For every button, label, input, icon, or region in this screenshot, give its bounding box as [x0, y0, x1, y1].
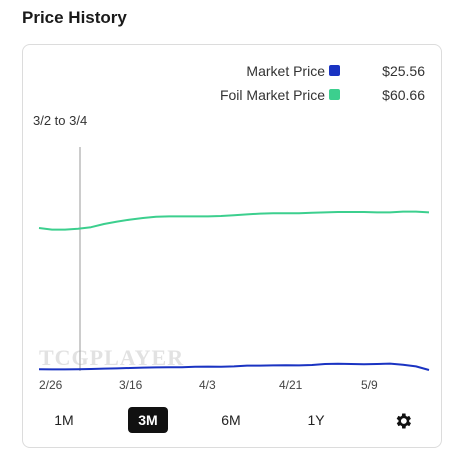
- x-tick-label: 2/26: [39, 378, 63, 392]
- x-tick-label: 4/3: [199, 378, 216, 392]
- x-tick-label: 4/21: [279, 378, 303, 392]
- price-history-card: Market Price $25.56 Foil Market Price $6…: [22, 44, 442, 448]
- x-tick-label: 3/16: [119, 378, 143, 392]
- timeframe-3m-button[interactable]: 3M: [128, 407, 168, 433]
- timeframe-6m-button[interactable]: 6M: [221, 412, 241, 428]
- legend-value: $60.66: [382, 87, 425, 103]
- timeframe-1m-button[interactable]: 1M: [54, 412, 74, 428]
- market-price-line: [38, 362, 430, 371]
- hover-range-label: 3/2 to 3/4: [33, 113, 88, 128]
- page-title: Price History: [22, 8, 127, 27]
- price-chart[interactable]: TCGPLAYER 2/26 3/16 4/3 4/21 5/9: [23, 45, 443, 395]
- foil-market-price-line: [38, 210, 430, 231]
- timeframe-1y-button[interactable]: 1Y: [307, 412, 325, 428]
- legend-swatch: [329, 89, 340, 100]
- timeframe-controls: 1M 3M 6M 1Y: [23, 407, 441, 437]
- watermark: TCGPLAYER: [39, 345, 184, 370]
- gear-icon[interactable]: [393, 411, 413, 431]
- legend-label: Foil Market Price: [219, 87, 325, 103]
- legend-label: Market Price: [246, 63, 325, 79]
- x-tick-label: 5/9: [361, 378, 378, 392]
- legend-swatch: [329, 65, 340, 76]
- legend-value: $25.56: [382, 63, 425, 79]
